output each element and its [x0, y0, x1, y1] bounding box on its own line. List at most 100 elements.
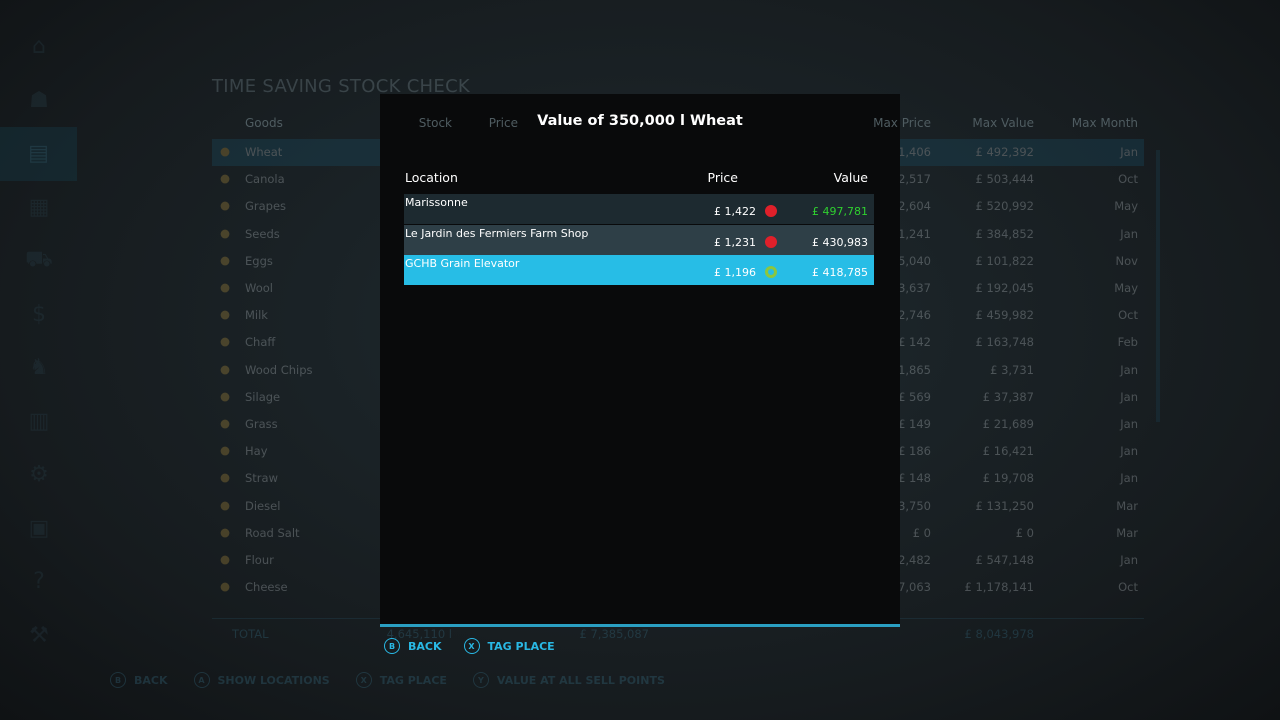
value-all-label: VALUE AT ALL SELL POINTS [496, 673, 665, 687]
cell-max-value: £ 459,982 [975, 308, 1034, 323]
cell-max-month: May [1114, 281, 1138, 295]
dialog-back-button[interactable]: B BACK [384, 638, 442, 654]
farm-icon: ☗ [29, 87, 49, 113]
cell-max-value: £ 19,708 [982, 471, 1034, 486]
cell-name: Wool [245, 281, 273, 295]
location-row[interactable]: Le Jardin des Fermiers Farm Shop £ 1,231 £… [404, 224, 874, 255]
header-max-value: Max Value [972, 116, 1034, 130]
cell-max-price: £ 186 [898, 444, 931, 459]
cell-name: Eggs [245, 253, 273, 268]
cell-max-month: Mar [1116, 498, 1138, 513]
goods-icon: ● [220, 252, 231, 267]
sidebar-item-finance-icon[interactable]: $ [0, 288, 78, 342]
value-dialog: Value of 350,000 l Wheat Location Price … [380, 94, 900, 627]
production-icon: ⚙ [29, 462, 49, 488]
dialog-tag-place-button[interactable]: X TAG PLACE [463, 638, 555, 654]
cell-name: Seeds [245, 226, 280, 241]
stats-icon: ▦ [28, 194, 50, 220]
location-value: £ 418,785 [812, 266, 868, 279]
header-stock: Stock [418, 116, 452, 130]
scrollbar[interactable] [1156, 150, 1160, 422]
sidebar-item-farm-icon[interactable]: ☗ [0, 74, 78, 128]
back-label: BACK [134, 673, 168, 687]
goods-icon: ● [220, 144, 231, 158]
y-key-icon: Y [472, 672, 489, 688]
show-locations-label: SHOW LOCATIONS [217, 673, 330, 687]
contracts-icon: ▥ [28, 408, 50, 434]
goods-icon: ● [220, 361, 231, 376]
sidebar-item-animals-icon[interactable]: ♞ [0, 341, 78, 395]
cell-max-price: £ 148 [898, 471, 931, 486]
factory-icon: ⌂ [32, 34, 46, 60]
cell-max-price: £ 149 [898, 417, 931, 431]
price-trend-icon [765, 266, 777, 278]
cell-max-month: Jan [1120, 471, 1138, 486]
cell-max-month: Nov [1115, 253, 1138, 268]
cell-name: Milk [245, 308, 268, 323]
x-key-icon: X [355, 672, 372, 688]
cell-max-value: £ 492,392 [975, 145, 1034, 159]
header-max-price: Max Price [873, 116, 931, 130]
goods-icon: ● [220, 470, 231, 485]
cell-name: Silage [245, 389, 281, 404]
dialog-footer: B BACK X TAG PLACE [384, 638, 555, 654]
cell-max-price: £ 142 [898, 335, 931, 350]
dialog-back-label: BACK [408, 639, 442, 653]
value-all-button[interactable]: Y VALUE AT ALL SELL POINTS [472, 672, 665, 688]
back-button[interactable]: B BACK [110, 672, 168, 688]
sidebar: ⌂ ☗ ▤ ▦ ⛟ $ ♞ ▥ ⚙ ▣? ⚒ [0, 20, 78, 662]
vehicles-icon: ⛟ [25, 246, 53, 272]
cell-max-value: £ 384,852 [975, 226, 1034, 241]
calendar-icon: ▣ [28, 515, 50, 541]
cell-max-value: £ 16,421 [982, 444, 1034, 459]
show-locations-button[interactable]: A SHOW LOCATIONS [193, 672, 330, 688]
sidebar-item-contracts-icon[interactable]: ▥ [0, 395, 78, 449]
footer-bar: B BACK A SHOW LOCATIONS X TAG PLACE Y VALUE … [110, 672, 665, 688]
cell-name: Road Salt [245, 525, 300, 540]
header-location: Location [405, 170, 458, 185]
location-row[interactable]: Marissonne £ 1,422 £ 497,781 [404, 194, 874, 224]
b-key-icon: B [110, 672, 126, 688]
cell-max-month: Oct [1118, 172, 1138, 187]
sidebar-item-goods-icon[interactable]: ▤ [0, 127, 77, 181]
tag-place-button[interactable]: X TAG PLACE [355, 672, 447, 688]
cell-name: Flour [245, 553, 274, 567]
cell-max-price: £ 0 [912, 525, 931, 540]
sidebar-item-help-icon[interactable]: ? [0, 555, 78, 609]
header-max-month: Max Month [1071, 116, 1138, 130]
price-trend-icon [765, 235, 777, 248]
sidebar-item-settings-icon[interactable]: ⚒ [0, 609, 78, 663]
header-price: Price [707, 170, 739, 185]
cell-name: Diesel [245, 498, 281, 513]
cell-max-value: £ 547,148 [975, 553, 1034, 567]
total-max-value: £ 8,043,978 [964, 627, 1035, 641]
cell-max-value: £ 37,387 [982, 389, 1034, 404]
cell-name: Chaff [245, 335, 276, 350]
location-value: £ 497,781 [812, 205, 868, 218]
screen-title: TIME SAVING STOCK CHECK [212, 76, 471, 97]
cell-max-month: Jan [1120, 362, 1138, 377]
location-row[interactable]: GCHB Grain Elevator £ 1,196 £ 418,785 [404, 255, 874, 285]
sidebar-item-vehicles-icon[interactable]: ⛟ [0, 234, 78, 288]
sidebar-item-production-icon[interactable]: ⚙ [0, 448, 78, 502]
a-key-icon: A [193, 672, 210, 688]
dialog-tag-place-label: TAG PLACE [487, 639, 555, 653]
sidebar-item-factory-icon[interactable]: ⌂ [0, 20, 78, 74]
goods-icon: ● [220, 280, 231, 294]
cell-max-month: Oct [1118, 308, 1138, 323]
price-trend-icon [765, 205, 777, 217]
cell-max-month: Jan [1120, 389, 1138, 404]
sidebar-item-stats-icon[interactable]: ▦ [0, 181, 78, 235]
total-label: TOTAL [232, 627, 269, 641]
cell-name: Grapes [245, 199, 287, 214]
cell-max-price: £ 569 [898, 389, 931, 404]
cell-max-value: £ 192,045 [975, 281, 1034, 295]
total-value: £ 7,385,087 [579, 627, 650, 641]
cell-max-month: Jan [1120, 553, 1138, 567]
cell-max-value: £ 1,178,141 [964, 580, 1035, 595]
sidebar-item-calendar-icon[interactable]: ▣ [0, 502, 78, 556]
header-value: Value [833, 170, 868, 185]
cell-max-month: May [1114, 199, 1138, 214]
cell-max-month: Jan [1120, 444, 1138, 459]
